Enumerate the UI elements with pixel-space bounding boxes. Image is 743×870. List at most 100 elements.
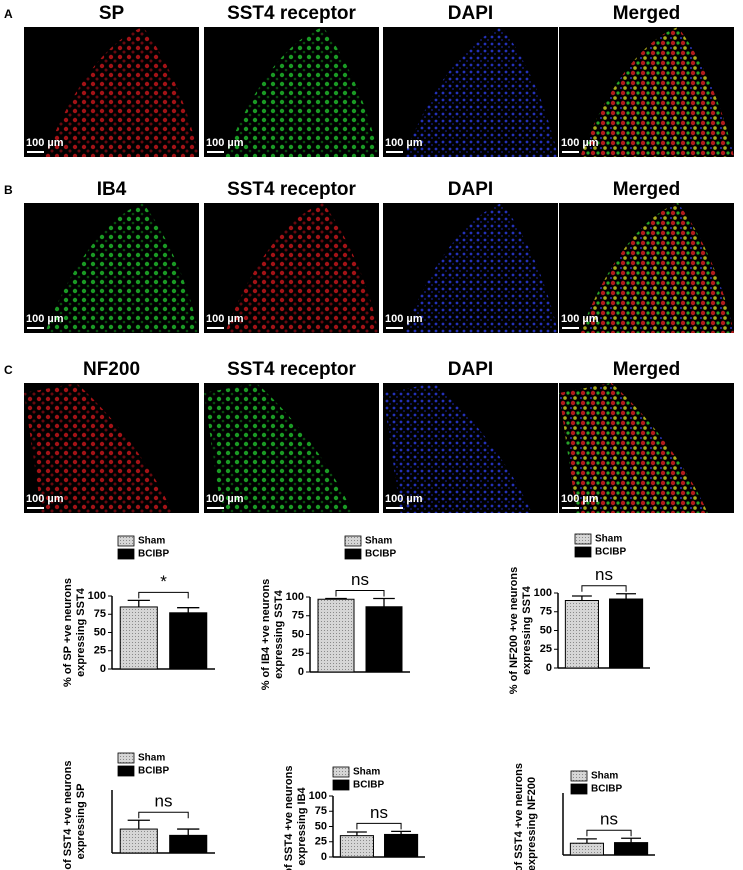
scale-bar-label: 100 µm [206, 313, 244, 325]
legend-swatch [117, 765, 135, 777]
y-tick-label: 50 [94, 626, 106, 638]
bar [614, 842, 649, 856]
legend-swatch [117, 535, 135, 547]
legend-label: BCIBP [591, 784, 622, 795]
y-label-line: % of SST4 +ve neurons [62, 761, 74, 870]
legend-label: BCIBP [138, 766, 169, 777]
significance-label: * [160, 572, 167, 591]
legend-swatch [574, 533, 592, 545]
y-tick-label: 75 [292, 610, 304, 622]
image-title: Merged [613, 179, 681, 200]
legend-label: Sham [591, 771, 618, 782]
tissue [580, 203, 734, 333]
image-title: DAPI [448, 179, 493, 200]
bar [569, 842, 604, 856]
y-label: % of NF200 +ve neurons expressing SST4 [508, 567, 533, 694]
bar [119, 606, 158, 670]
significance-bracket [356, 822, 402, 830]
scale-bar-label: 100 µm [385, 313, 423, 325]
y-label-line: % of IB4 +ve neurons [260, 579, 272, 691]
legend-label: BCIBP [365, 549, 396, 560]
y-label-line: expressing SST4 [75, 587, 87, 677]
bar [564, 600, 599, 669]
scale-bar-label: 100 µm [385, 137, 423, 149]
bar [169, 612, 208, 670]
legend-label: BCIBP [595, 547, 626, 558]
legend-label: Sham [595, 534, 622, 545]
image-title: SST4 receptor [227, 359, 356, 380]
scale-bar-label: 100 µm [26, 313, 64, 325]
bar [317, 598, 355, 673]
significance-label: ns [351, 570, 369, 589]
bar [365, 606, 403, 673]
image-title: Merged [613, 359, 681, 380]
legend-label: Sham [353, 767, 380, 778]
y-label: % of SST4 +ve neurons expressing IB4 [283, 766, 308, 870]
scale-bar-label: 100 µm [561, 493, 599, 505]
significance-bracket [586, 829, 632, 837]
y-label: % of SST4 +ve neurons expressing SP [62, 761, 87, 870]
significance-label: ns [155, 792, 173, 811]
scale-bar-label: 100 µm [26, 137, 64, 149]
image-title: DAPI [448, 359, 493, 380]
legend-swatch [344, 535, 362, 547]
tissue [225, 27, 379, 157]
bar [609, 598, 644, 669]
legend-swatch [332, 779, 350, 791]
y-tick-label: 25 [315, 836, 327, 848]
image-title: SST4 receptor [227, 3, 356, 24]
bar [384, 833, 419, 858]
y-tick-label: 25 [540, 643, 552, 655]
tissue [580, 27, 734, 157]
legend-swatch [344, 548, 362, 560]
legend-label: Sham [365, 536, 392, 547]
y-label: % of SST4 +ve neurons expressing NF200 [513, 763, 538, 870]
legend-label: BCIBP [353, 780, 384, 791]
y-tick-label: 100 [534, 587, 552, 599]
y-tick-label: 100 [286, 591, 304, 603]
tissue [45, 27, 199, 157]
bar [169, 834, 208, 854]
legend-swatch [570, 783, 588, 795]
legend-swatch [332, 766, 350, 778]
y-tick-label: 100 [309, 790, 327, 802]
y-label-line: % of NF200 +ve neurons [508, 567, 520, 694]
y-label-line: % of SST4 +ve neurons [513, 763, 525, 870]
image-title: SP [99, 3, 125, 24]
y-tick-label: 75 [94, 608, 106, 620]
y-label-line: expressing SST4 [521, 585, 533, 675]
significance-bracket [138, 591, 189, 599]
scale-bar-label: 100 µm [561, 137, 599, 149]
scale-bar-label: 100 µm [26, 493, 64, 505]
y-tick-label: 0 [298, 666, 304, 678]
y-label-line: % of SST4 +ve neurons [283, 766, 295, 870]
image-title: IB4 [97, 179, 127, 200]
y-label: % of SP +ve neurons expressing SST4 [62, 578, 87, 687]
tissue [404, 27, 558, 157]
significance-bracket [138, 811, 189, 819]
bar [339, 835, 374, 858]
significance-label: ns [600, 810, 618, 829]
significance-label: ns [595, 565, 613, 584]
tissue [24, 383, 173, 513]
legend-label: BCIBP [138, 549, 169, 560]
y-label: % of IB4 +ve neurons expressing SST4 [260, 579, 285, 691]
image-title: SST4 receptor [227, 179, 356, 200]
scale-bar-label: 100 µm [206, 493, 244, 505]
bar [119, 828, 158, 854]
y-tick-label: 25 [292, 647, 304, 659]
scale-bar-label: 100 µm [561, 313, 599, 325]
legend-swatch [117, 548, 135, 560]
y-label-line: expressing SP [75, 784, 87, 860]
legend-swatch [117, 752, 135, 764]
y-label-line: expressing NF200 [526, 777, 538, 870]
y-tick-label: 25 [94, 645, 106, 657]
scale-bar-label: 100 µm [385, 493, 423, 505]
y-tick-label: 75 [315, 805, 327, 817]
tissue [404, 203, 558, 333]
panel-label: C [4, 363, 13, 377]
y-label-line: expressing IB4 [296, 786, 308, 865]
y-tick-label: 0 [546, 662, 552, 674]
significance-bracket [581, 585, 627, 592]
panel-label: A [4, 7, 13, 21]
